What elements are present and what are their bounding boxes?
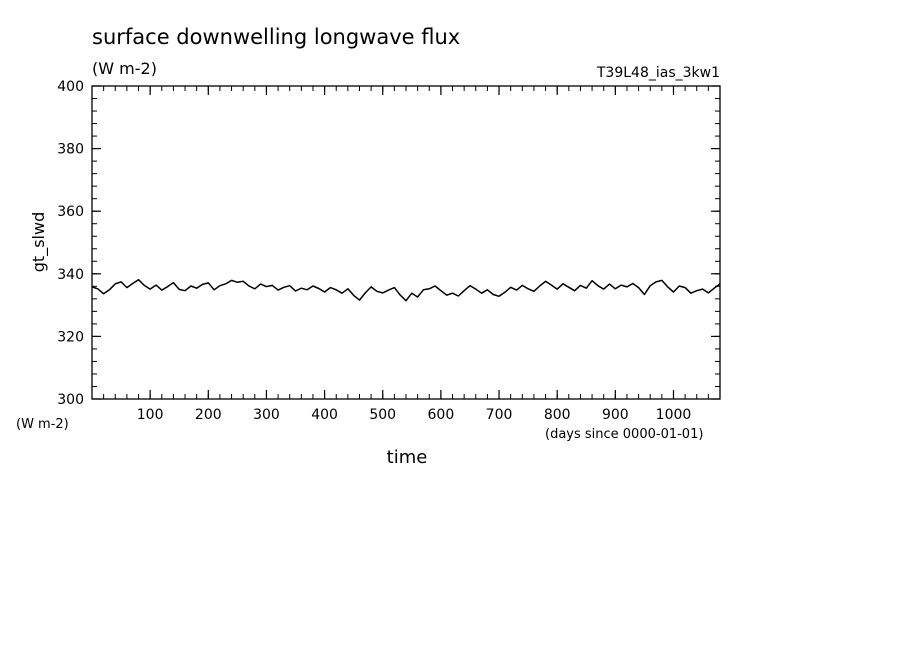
- y-tick-label: 300: [57, 392, 84, 408]
- chart-title: surface downwelling longwave flux: [92, 25, 460, 49]
- y-tick-label: 360: [57, 204, 84, 220]
- run-label: T39L48_ias_3kw1: [596, 65, 720, 81]
- plot-area: 100 200 300 400 500 600 700 800 900 1000 300 320 340…: [57, 79, 721, 423]
- chart-subtitle-units: (W m-2): [92, 59, 157, 78]
- y-axis-unit: (W m-2): [16, 417, 69, 432]
- x-tick-label: 800: [544, 407, 571, 423]
- y-axis-label: gt_slwd: [29, 212, 49, 272]
- x-tick-label: 100: [137, 407, 164, 423]
- x-tick-label: 600: [428, 407, 455, 423]
- x-tick-label: 900: [602, 407, 629, 423]
- x-tick-label: 200: [195, 407, 222, 423]
- x-tick-label: 500: [369, 407, 396, 423]
- y-tick-label: 320: [57, 329, 84, 345]
- axis-ticks: [92, 85, 720, 400]
- y-tick-label: 400: [57, 79, 84, 95]
- y-tick-label: 340: [57, 267, 84, 283]
- tick-labels: 100 200 300 400 500 600 700 800 900 1000 300 320 340…: [57, 79, 691, 423]
- x-axis-unit: (days since 0000-01-01): [545, 427, 703, 442]
- x-axis-label: time: [387, 447, 428, 468]
- x-tick-label: 700: [486, 407, 513, 423]
- x-tick-label: 300: [253, 407, 280, 423]
- x-tick-label: 400: [311, 407, 338, 423]
- y-tick-label: 380: [57, 142, 84, 158]
- series-line: [91, 278, 721, 302]
- x-tick-label: 1000: [656, 407, 692, 423]
